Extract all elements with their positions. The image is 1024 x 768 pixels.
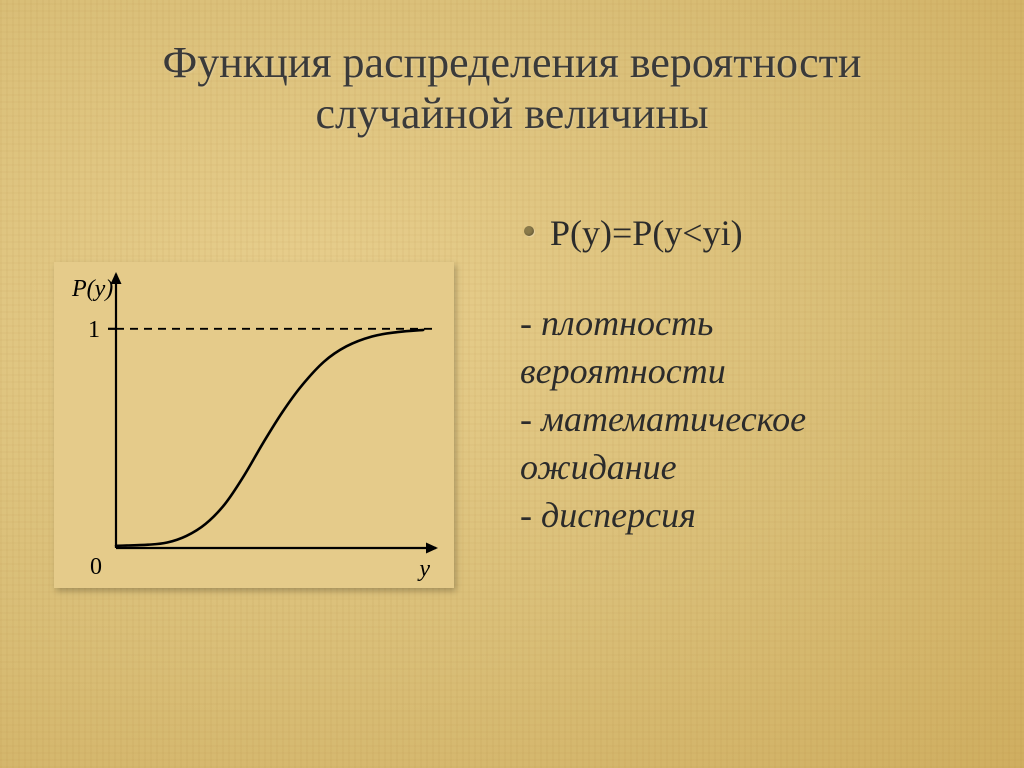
- spacer: [520, 262, 1000, 298]
- item-expectation-l2: ожидание: [520, 447, 677, 487]
- item-density-l1: - плотность: [520, 303, 713, 343]
- item-expectation: - математическое: [520, 396, 1000, 442]
- page-title: Функция распределения вероятности случай…: [0, 38, 1024, 139]
- item-expectation-cont: ожидание: [520, 444, 1000, 490]
- cdf-chart-svg: 1 0 P(y) y: [54, 262, 454, 588]
- item-dispersion: - дисперсия: [520, 492, 1000, 538]
- bullet-dot-icon: [524, 226, 534, 236]
- title-line1: Функция распределения вероятности: [163, 38, 862, 87]
- bullet-formula: P(y)=P(y<yi): [520, 210, 1000, 256]
- svg-text:P(y): P(y): [71, 276, 113, 302]
- item-expectation-l1: - математическое: [520, 399, 806, 439]
- item-density-l2: вероятности: [520, 351, 726, 391]
- svg-text:0: 0: [90, 554, 102, 580]
- item-density: - плотность: [520, 300, 1000, 346]
- title-line2: случайной величины: [315, 89, 708, 138]
- item-density-cont: вероятности: [520, 348, 1000, 394]
- svg-text:y: y: [417, 556, 430, 582]
- item-dispersion-l1: - дисперсия: [520, 495, 696, 535]
- slide: Функция распределения вероятности случай…: [0, 0, 1024, 768]
- cdf-chart: 1 0 P(y) y: [54, 262, 454, 588]
- content-block: P(y)=P(y<yi) - плотность вероятности - м…: [520, 210, 1000, 540]
- svg-text:1: 1: [88, 317, 100, 343]
- formula-text: P(y)=P(y<yi): [550, 213, 743, 253]
